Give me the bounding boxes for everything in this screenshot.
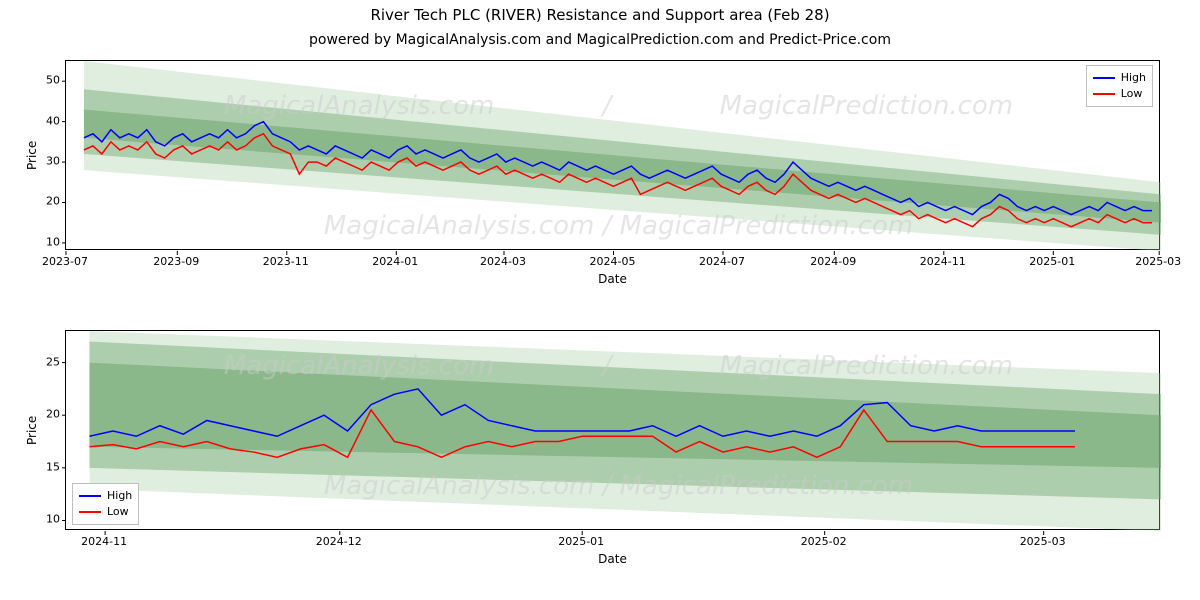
ytick-label: 20 <box>20 195 60 208</box>
ytick-label: 25 <box>20 355 60 368</box>
figure-subtitle: powered by MagicalAnalysis.com and Magic… <box>0 32 1200 48</box>
xtick-label: 2024-12 <box>316 535 362 548</box>
xlabel-top: Date <box>65 272 1160 286</box>
plot-top <box>66 61 1161 251</box>
xlabel-bottom: Date <box>65 552 1160 566</box>
xtick-label: 2024-11 <box>920 255 966 268</box>
legend-label: High <box>107 488 132 504</box>
xtick-label: 2024-03 <box>480 255 526 268</box>
xtick-label: 2023-07 <box>42 255 88 268</box>
axes-bottom: MagicalAnalysis.com / MagicalPrediction.… <box>65 330 1160 530</box>
xtick-label: 2024-01 <box>372 255 418 268</box>
legend-item: High <box>1093 70 1146 86</box>
xtick-label: 2024-09 <box>810 255 856 268</box>
xtick-label: 2024-11 <box>81 535 127 548</box>
xtick-label: 2025-01 <box>1029 255 1075 268</box>
ytick-label: 10 <box>20 513 60 526</box>
xtick-label: 2025-03 <box>1135 255 1181 268</box>
legend-top: HighLow <box>1086 65 1153 107</box>
legend-bottom: HighLow <box>72 483 139 525</box>
ytick-label: 30 <box>20 155 60 168</box>
xtick-label: 2023-11 <box>263 255 309 268</box>
legend-item: High <box>79 488 132 504</box>
figure-title: River Tech PLC (RIVER) Resistance and Su… <box>0 6 1200 24</box>
xtick-label: 2025-03 <box>1020 535 1066 548</box>
legend-item: Low <box>1093 86 1146 102</box>
legend-swatch <box>1093 93 1115 95</box>
legend-label: Low <box>1121 86 1143 102</box>
ytick-label: 20 <box>20 408 60 421</box>
xtick-label: 2024-05 <box>590 255 636 268</box>
ytick-label: 15 <box>20 460 60 473</box>
plot-bottom <box>66 331 1161 531</box>
xtick-label: 2025-02 <box>801 535 847 548</box>
legend-swatch <box>1093 77 1115 79</box>
ytick-label: 40 <box>20 114 60 127</box>
axes-top: MagicalAnalysis.com / MagicalPrediction.… <box>65 60 1160 250</box>
figure: River Tech PLC (RIVER) Resistance and Su… <box>0 0 1200 600</box>
legend-swatch <box>79 511 101 513</box>
ytick-label: 10 <box>20 235 60 248</box>
xtick-label: 2023-09 <box>153 255 199 268</box>
xtick-label: 2024-07 <box>699 255 745 268</box>
legend-label: Low <box>107 504 129 520</box>
ytick-label: 50 <box>20 74 60 87</box>
legend-label: High <box>1121 70 1146 86</box>
legend-item: Low <box>79 504 132 520</box>
xtick-label: 2025-01 <box>558 535 604 548</box>
legend-swatch <box>79 495 101 497</box>
